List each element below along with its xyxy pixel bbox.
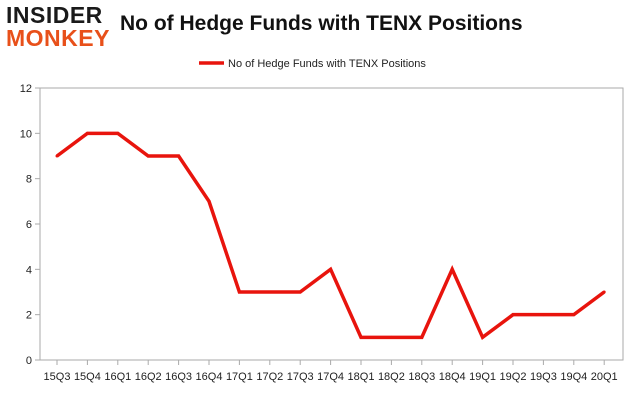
logo-text-bottom: MONKEY [6,25,110,51]
series-layer [55,131,606,341]
x-tick-label: 18Q2 [378,371,405,383]
data-point [85,131,89,135]
y-axis: 0 2 4 6 8 10 12 [20,83,40,367]
y-tick-label: 2 [26,310,32,322]
x-tick-label: 18Q3 [408,371,435,383]
data-point [177,154,181,158]
y-tick-label: 4 [26,264,32,276]
data-point [55,154,59,158]
data-point [572,313,576,317]
data-point [329,267,333,271]
data-point [450,267,454,271]
data-point [116,131,120,135]
x-tick-label: 19Q1 [469,371,496,383]
x-tick-label: 17Q3 [287,371,314,383]
data-point [207,199,211,203]
y-tick-label: 8 [26,174,32,186]
x-tick-label: 16Q1 [104,371,131,383]
data-point [602,290,606,294]
insider-monkey-logo: INSIDER MONKEY [6,4,118,52]
x-tick-label: 16Q2 [135,371,162,383]
plot-area-frame [39,87,624,361]
series-line [55,131,606,341]
y-tick-label: 12 [20,83,32,95]
logo-text-top: INSIDER [6,2,103,28]
x-tick-label: 20Q1 [591,371,618,383]
x-tick-label: 19Q3 [530,371,557,383]
data-point [359,335,363,339]
y-tick-label: 10 [20,128,32,140]
x-tick-label: 17Q4 [317,371,344,383]
y-tick-label: 6 [26,219,32,231]
data-point [420,335,424,339]
chart-title: No of Hedge Funds with TENX Positions [120,12,523,35]
x-tick-label: 15Q4 [74,371,101,383]
x-tick-label: 18Q1 [348,371,375,383]
x-tick-label: 18Q4 [439,371,466,383]
data-point [237,290,241,294]
legend-label: No of Hedge Funds with TENX Positions [228,58,426,70]
data-point [541,313,545,317]
x-tick-label: 17Q1 [226,371,253,383]
data-point [268,290,272,294]
x-tick-label: 19Q4 [560,371,587,383]
legend: No of Hedge Funds with TENX Positions [199,58,426,70]
x-tick-label: 17Q2 [256,371,283,383]
y-tick-label: 0 [26,355,32,367]
x-axis: 15Q3 15Q4 16Q1 16Q2 16Q3 16Q4 17Q1 17Q2 17Q3 17Q4… [44,360,618,383]
data-point [146,154,150,158]
data-point [481,335,485,339]
data-point [511,313,515,317]
x-tick-label: 16Q3 [165,371,192,383]
x-tick-label: 19Q2 [500,371,527,383]
data-point [298,290,302,294]
x-tick-label: 16Q4 [196,371,223,383]
x-tick-label: 15Q3 [44,371,71,383]
data-point [389,335,393,339]
